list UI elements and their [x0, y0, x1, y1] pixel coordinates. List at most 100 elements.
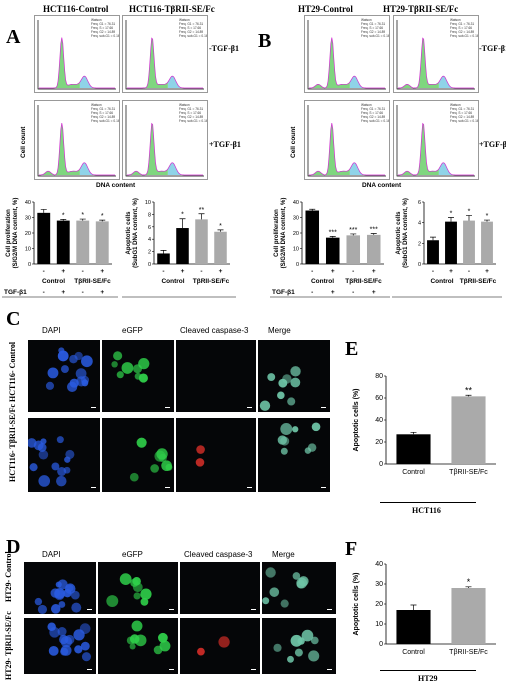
cell-blob — [311, 422, 321, 432]
cell-blob — [133, 592, 141, 600]
bar — [427, 240, 439, 264]
flow-histogram: Watson Freq. G1 = 76.31 Freq. S = 17.66 Fre… — [34, 15, 120, 93]
cell-blob — [60, 645, 72, 656]
label-plus-tgf: +TGF-β1 — [479, 140, 506, 149]
flow-g1-fill — [309, 123, 350, 175]
bar-y-tick-label: 40 — [375, 417, 383, 424]
bar-y-tick-label: 20 — [375, 601, 383, 608]
flow-stat-line: Freq. G2 = 14.89 — [179, 30, 203, 34]
flow-title-hct116-control: HCT116-Control — [43, 4, 109, 14]
bar-ylabel: Apoptotic cells (%) — [353, 388, 360, 451]
cell-blob — [116, 371, 124, 379]
bar-ylabel: Cell proliferation(S/G2/M DNA content, %… — [6, 198, 19, 269]
micrograph — [180, 562, 260, 614]
flow-g2-fill — [349, 162, 385, 175]
bar-y-tick-label: 40 — [293, 200, 299, 206]
significance-mark: * — [181, 212, 184, 219]
cell-blob — [156, 448, 168, 460]
cell-blob — [290, 366, 301, 377]
panel-letter-d: D — [6, 536, 21, 558]
tgf-sign: + — [100, 268, 104, 275]
flow-axis — [307, 20, 386, 90]
flow-stat-line: Freq. G2 = 14.89 — [450, 115, 474, 119]
cell-blob — [150, 464, 159, 473]
cell-blob — [129, 643, 136, 650]
flow-stat-line: Freq. G2 = 14.89 — [91, 115, 115, 119]
panel-letter-b: B — [258, 30, 272, 52]
label-minus-tgf: -TGF-β1 — [209, 44, 239, 53]
cell-blob — [40, 438, 47, 445]
flow-ylabel: Cell count — [290, 126, 297, 158]
panel-letter-e: E — [345, 338, 359, 360]
flow-axis — [125, 105, 204, 177]
cell-blob — [138, 358, 150, 370]
bar-y-tick-label: 4 — [148, 237, 151, 243]
bar-y-tick-label: 10 — [375, 621, 383, 628]
tgf-sign: - — [43, 268, 45, 275]
cell-blob — [57, 350, 69, 362]
flow-stat-line: Freq. sub-G1 = 0.16 — [450, 119, 478, 123]
group-label-control: Control — [311, 278, 334, 285]
flow-stat-line: Freq. S = 17.66 — [179, 26, 201, 30]
bar-ylabel: Cell proliferation(S/G2/M DNA content, %… — [274, 198, 287, 269]
cell-blob — [290, 377, 301, 388]
micrograph — [24, 562, 96, 614]
flow-fit-line — [39, 122, 115, 176]
tgf-sign: + — [331, 289, 335, 296]
cell-blob — [121, 362, 134, 374]
flow-stat-line: Freq. G1 = 76.31 — [91, 107, 115, 111]
label-minus-tgf: -TGF-β1 — [479, 44, 506, 53]
cell-blob — [161, 460, 172, 472]
flow-stat-line: Freq. G2 = 14.89 — [91, 30, 115, 34]
cell-blob — [292, 426, 299, 433]
group-label-control: Control — [161, 278, 184, 285]
row-label: HT29- Control — [4, 551, 13, 602]
cell-blob — [63, 466, 71, 474]
cell-blob — [64, 583, 76, 594]
flow-stat-line: Freq. G1 = 76.31 — [361, 22, 385, 26]
tgf-sign: - — [200, 268, 202, 275]
tgf-sign: + — [485, 268, 489, 275]
bar-ylabel: Apoptotic cells(SubG1 DNA content, %) — [396, 198, 409, 268]
cell-blob — [51, 462, 60, 471]
cell-blob — [259, 400, 271, 411]
bar — [463, 220, 475, 264]
flow-title-hct116-fc: HCT116-TβRII-SE/Fc — [129, 4, 215, 14]
cell-blob — [308, 650, 320, 662]
flow-histogram: Watson Freq. G1 = 76.31 Freq. S = 17.66 Fre… — [393, 100, 479, 180]
cell-blob — [111, 361, 118, 368]
significance-mark: * — [219, 223, 222, 230]
channel-label-merge: Merge — [272, 550, 295, 559]
bar-y-tick-label: 20 — [25, 231, 31, 237]
cell-blob — [37, 604, 48, 614]
cell-blob — [56, 436, 64, 444]
flow-g1-fill — [398, 38, 439, 88]
cell-blob — [29, 463, 38, 472]
cell-blob — [54, 588, 65, 599]
bar-y-tick-label: 4 — [418, 221, 421, 227]
bar — [396, 610, 431, 644]
bar — [37, 212, 51, 264]
cell-blob — [57, 579, 68, 590]
cell-blob — [75, 368, 87, 379]
cell-blob — [262, 597, 270, 605]
flow-g1-fill — [127, 123, 168, 175]
bar-y-tick-label: 0 — [418, 262, 421, 268]
flow-g1-fill — [127, 38, 168, 88]
error-bar — [465, 394, 472, 397]
flow-g2-fill — [167, 76, 203, 88]
group-label-fc: TβRII-SE/Fc — [460, 278, 497, 285]
bar-chart-f: Apoptotic cells (%) 0 10 20 30 40 * Control TβRI… — [353, 561, 496, 656]
bar — [56, 220, 70, 264]
tgf-sign: - — [82, 268, 84, 275]
flow-stat-line: Freq. G2 = 14.89 — [450, 30, 474, 34]
cell-blob — [301, 629, 314, 642]
flow-title-ht29-control: HT29-Control — [298, 4, 353, 14]
flow-g2-fill — [438, 162, 474, 175]
flow-stat-line: Freq. G1 = 76.31 — [450, 22, 474, 26]
flow-g2-fill — [349, 76, 385, 88]
bar — [176, 228, 189, 264]
tgf-sign: - — [432, 268, 434, 275]
flow-fit-line — [309, 122, 385, 176]
flow-g1-fill — [398, 123, 439, 175]
